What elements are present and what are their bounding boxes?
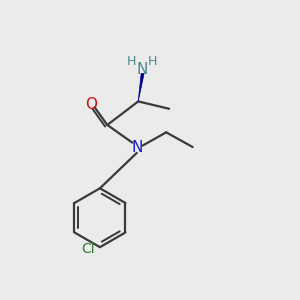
Text: Cl: Cl <box>81 242 94 256</box>
Text: O: O <box>85 97 97 112</box>
Polygon shape <box>138 74 144 101</box>
Text: N: N <box>131 140 142 154</box>
Text: N: N <box>137 61 148 76</box>
Text: H: H <box>127 55 136 68</box>
Text: H: H <box>147 55 157 68</box>
